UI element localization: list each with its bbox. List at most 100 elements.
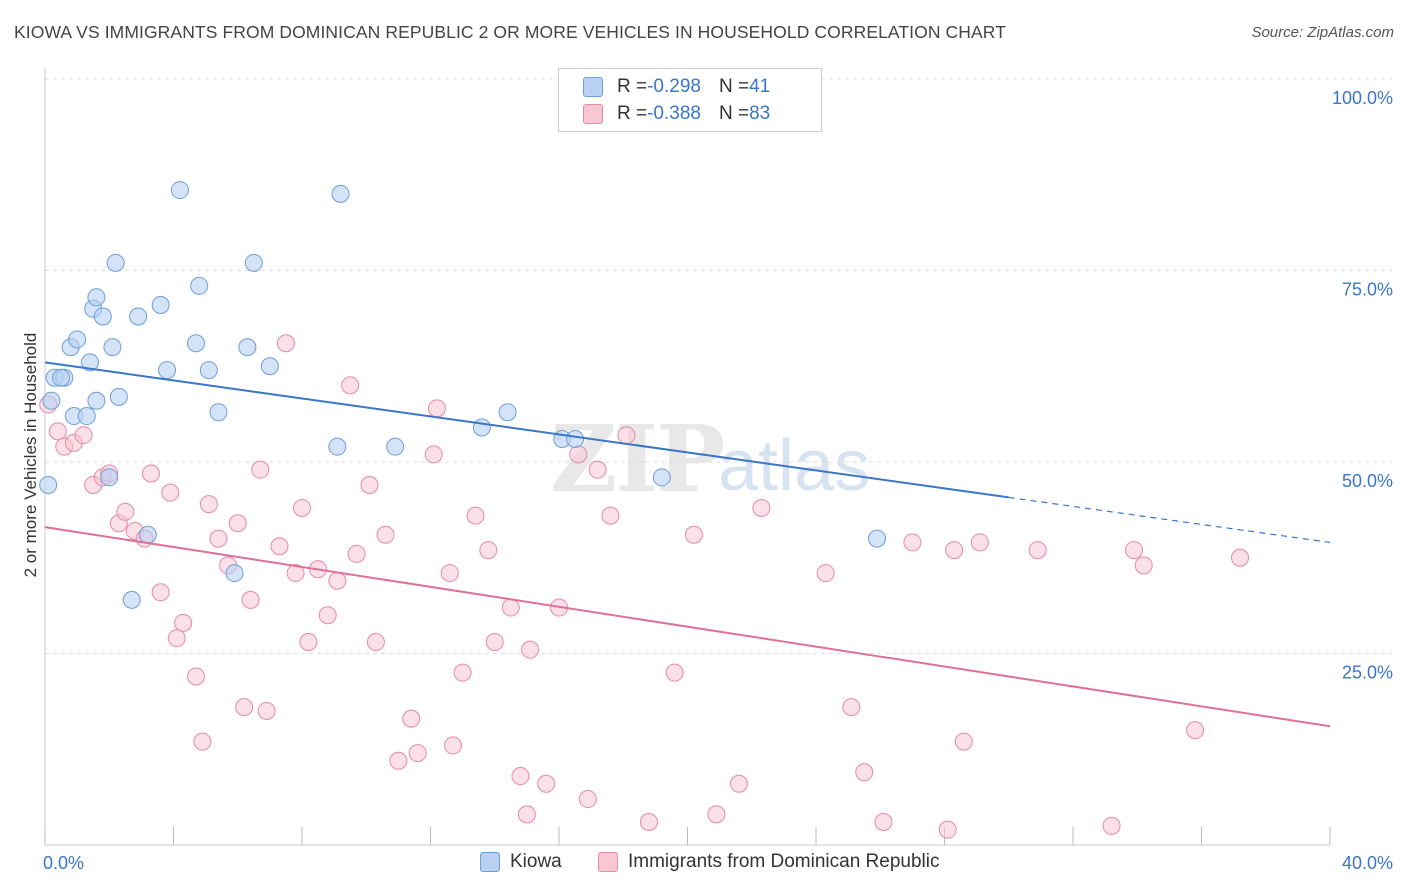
data-point-kiowa bbox=[42, 391, 61, 410]
legend-item-kiowa[interactable]: Kiowa bbox=[480, 851, 562, 873]
data-point-dominican bbox=[193, 732, 212, 751]
dominican-swatch bbox=[583, 104, 603, 124]
data-point-dominican bbox=[945, 541, 964, 560]
data-point-kiowa bbox=[87, 288, 106, 307]
data-point-dominican bbox=[318, 606, 337, 625]
x-tick-label: 0.0% bbox=[43, 853, 84, 873]
data-point-dominican bbox=[270, 537, 289, 556]
data-point-kiowa bbox=[652, 468, 671, 487]
data-point-kiowa bbox=[93, 307, 112, 326]
data-point-kiowa bbox=[100, 468, 119, 487]
data-point-kiowa bbox=[260, 357, 279, 376]
grid-lines bbox=[45, 78, 1392, 654]
data-point-dominican bbox=[453, 663, 472, 682]
data-point-dominican bbox=[427, 399, 446, 418]
data-point-dominican bbox=[684, 525, 703, 544]
data-point-dominican bbox=[1028, 541, 1047, 560]
data-point-dominican bbox=[424, 445, 443, 464]
series-kiowa bbox=[39, 181, 887, 609]
data-point-kiowa bbox=[122, 590, 141, 609]
data-point-dominican bbox=[954, 732, 973, 751]
legend-item-dominican[interactable]: Immigrants from Dominican Republic bbox=[598, 851, 940, 873]
trend-line-kiowa bbox=[44, 361, 1009, 499]
y-axis-label: 2 or more Vehicles in Household bbox=[21, 332, 40, 578]
data-point-dominican bbox=[116, 502, 135, 521]
data-point-dominican bbox=[874, 813, 893, 832]
y-tick-label: 100.0% bbox=[1332, 88, 1393, 108]
data-point-kiowa bbox=[868, 529, 887, 548]
data-point-dominican bbox=[517, 805, 536, 824]
data-point-dominican bbox=[588, 460, 607, 479]
data-point-dominican bbox=[360, 475, 379, 494]
data-point-dominican bbox=[842, 698, 861, 717]
data-point-kiowa bbox=[386, 437, 405, 456]
kiowa-swatch bbox=[480, 852, 500, 872]
data-point-kiowa bbox=[77, 407, 96, 426]
data-point-dominican bbox=[938, 820, 957, 839]
data-point-kiowa bbox=[238, 338, 257, 357]
data-point-kiowa bbox=[129, 307, 148, 326]
data-point-dominican bbox=[752, 498, 771, 517]
x-tick-labels: 0.0% 40.0% bbox=[43, 853, 1393, 873]
data-point-dominican bbox=[707, 805, 726, 824]
data-point-dominican bbox=[276, 334, 295, 353]
legend-label: Kiowa bbox=[510, 851, 562, 872]
data-point-kiowa bbox=[106, 253, 125, 272]
data-point-dominican bbox=[174, 613, 193, 632]
data-point-dominican bbox=[1125, 541, 1144, 560]
data-point-dominican bbox=[209, 529, 228, 548]
data-point-kiowa bbox=[80, 353, 99, 372]
data-point-dominican bbox=[665, 663, 684, 682]
data-point-dominican bbox=[389, 751, 408, 770]
data-point-dominican bbox=[257, 701, 276, 720]
data-point-dominican bbox=[1134, 556, 1153, 575]
data-point-kiowa bbox=[566, 430, 585, 449]
data-point-dominican bbox=[569, 445, 588, 464]
data-point-dominican bbox=[241, 590, 260, 609]
data-point-dominican bbox=[537, 774, 556, 793]
source-label: Source: ZipAtlas.com bbox=[1251, 24, 1394, 41]
data-point-dominican bbox=[443, 736, 462, 755]
data-point-dominican bbox=[903, 533, 922, 552]
data-point-kiowa bbox=[170, 181, 189, 200]
data-point-dominican bbox=[74, 426, 93, 445]
n-label: N = bbox=[718, 103, 750, 124]
r-label: R = bbox=[617, 76, 648, 97]
y-tick-label: 25.0% bbox=[1342, 663, 1393, 683]
data-point-dominican bbox=[376, 525, 395, 544]
data-point-dominican bbox=[199, 495, 218, 514]
data-point-kiowa bbox=[209, 403, 228, 422]
data-point-dominican bbox=[617, 426, 636, 445]
data-point-kiowa bbox=[190, 276, 209, 295]
data-point-kiowa bbox=[331, 184, 350, 203]
data-point-dominican bbox=[286, 564, 305, 583]
data-point-kiowa bbox=[244, 253, 263, 272]
data-point-dominican bbox=[402, 709, 421, 728]
r-value: -0.388 bbox=[647, 103, 701, 124]
data-point-dominican bbox=[328, 571, 347, 590]
data-point-kiowa bbox=[103, 338, 122, 357]
data-point-dominican bbox=[466, 506, 485, 525]
kiowa-swatch bbox=[583, 77, 603, 97]
data-point-dominican bbox=[501, 598, 520, 617]
data-point-dominican bbox=[1186, 721, 1205, 740]
data-point-kiowa bbox=[498, 403, 517, 422]
data-point-kiowa bbox=[138, 525, 157, 544]
data-point-kiowa bbox=[225, 564, 244, 583]
chart-title: KIOWA VS IMMIGRANTS FROM DOMINICAN REPUB… bbox=[14, 22, 1007, 42]
data-point-kiowa bbox=[87, 391, 106, 410]
data-point-dominican bbox=[347, 544, 366, 563]
data-point-kiowa bbox=[52, 368, 71, 387]
r-label: R = bbox=[617, 103, 648, 124]
correlation-legend: R = -0.298 N = 41 R = -0.388 N = 83 bbox=[558, 68, 822, 132]
trend-line-kiowa-extension bbox=[1008, 496, 1331, 544]
data-point-kiowa bbox=[39, 475, 58, 494]
data-point-dominican bbox=[408, 744, 427, 763]
data-point-dominican bbox=[578, 790, 597, 809]
legend-label: Immigrants from Dominican Republic bbox=[628, 851, 940, 872]
y-tick-labels: 100.0% 75.0% 50.0% 25.0% bbox=[1332, 88, 1393, 683]
data-point-dominican bbox=[142, 464, 161, 483]
data-point-dominican bbox=[161, 483, 180, 502]
data-point-dominican bbox=[440, 564, 459, 583]
data-point-kiowa bbox=[151, 295, 170, 314]
